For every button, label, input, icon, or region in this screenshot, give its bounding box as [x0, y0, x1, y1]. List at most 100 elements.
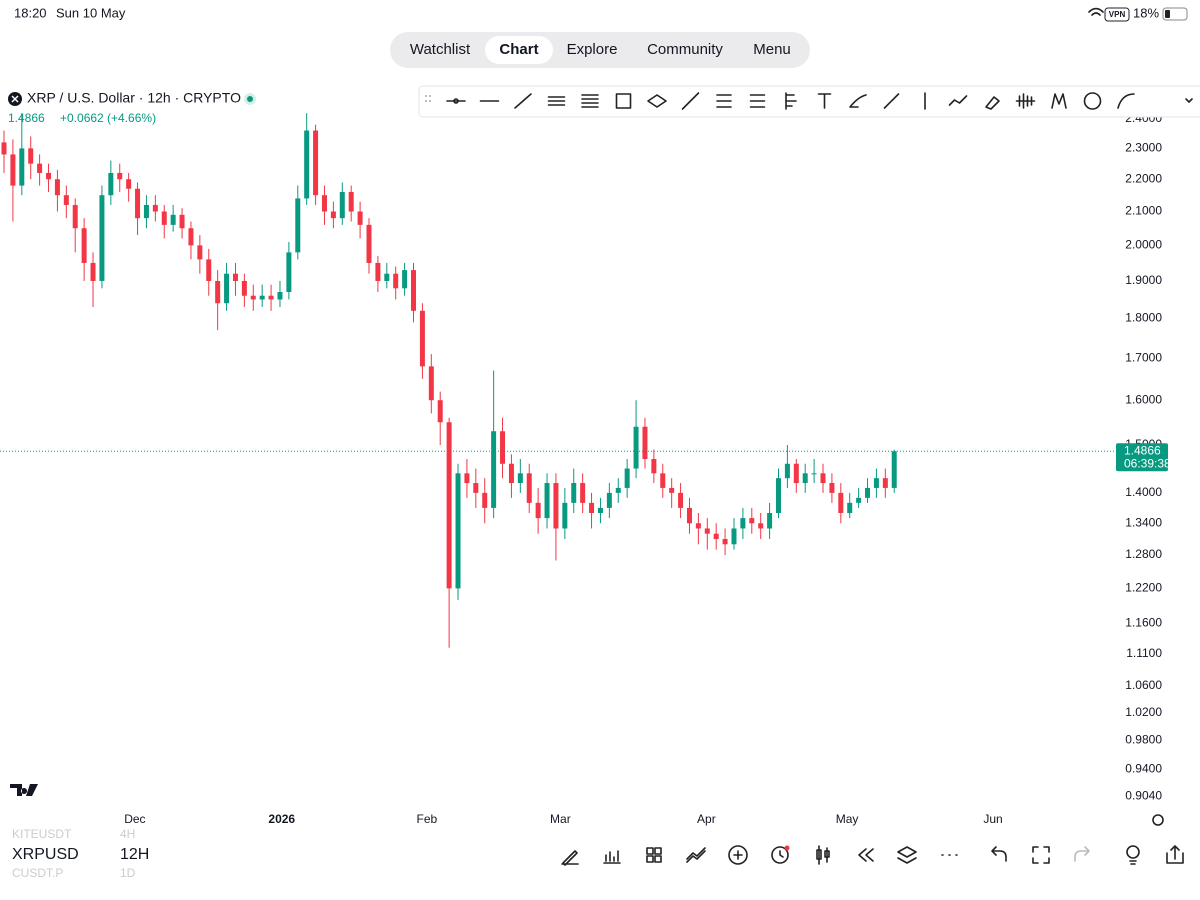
y-tick-label: 0.9400 — [1125, 761, 1162, 775]
countdown-label: 06:39:38 — [1124, 456, 1171, 470]
x-tick-label: Mar — [550, 812, 571, 826]
tool-icon[interactable] — [1051, 93, 1067, 109]
tool-icon[interactable] — [817, 93, 832, 109]
candle-body — [775, 478, 781, 513]
candle-body — [829, 483, 835, 493]
alert-badge — [784, 845, 790, 851]
x-tick-label: Feb — [417, 812, 438, 826]
symbol-icon-mark — [11, 95, 19, 103]
candle-body — [856, 497, 862, 503]
candle-body — [117, 172, 123, 180]
candle-body — [571, 483, 577, 503]
candle-body — [811, 473, 817, 475]
tool-icon[interactable] — [1015, 93, 1036, 109]
tool-icon[interactable] — [883, 93, 900, 109]
candle-body — [686, 507, 692, 524]
candle-body — [615, 487, 621, 493]
toolbar-icon[interactable] — [561, 850, 579, 866]
y-tick-label: 1.4000 — [1125, 485, 1162, 499]
toolbar-icon[interactable] — [991, 846, 1007, 862]
grip-dot — [429, 95, 431, 97]
tool-icon[interactable] — [547, 96, 566, 106]
toolbar-icon[interactable] — [1074, 846, 1090, 862]
candle-body — [678, 492, 684, 508]
candle-body — [402, 270, 408, 289]
tool-icon[interactable] — [681, 92, 700, 110]
candle-body — [882, 478, 888, 488]
nav-tab[interactable]: Menu — [753, 41, 791, 58]
y-tick-label: 0.9040 — [1125, 789, 1162, 803]
tool-icon[interactable] — [948, 95, 968, 106]
grip-dot — [429, 100, 431, 102]
y-tick-label: 1.0200 — [1125, 705, 1162, 719]
y-tick-label: 1.3400 — [1125, 515, 1162, 529]
candle-body — [188, 228, 194, 246]
tool-dropdown[interactable] — [1185, 98, 1193, 103]
tool-icon[interactable] — [581, 94, 599, 108]
toolbar-icon[interactable] — [1126, 845, 1140, 865]
y-tick-label: 2.3000 — [1125, 141, 1162, 155]
y-tick-label: 1.2200 — [1125, 581, 1162, 595]
toolbar-icon[interactable] — [1032, 846, 1050, 864]
settings-icon[interactable] — [1152, 814, 1164, 826]
tool-icon[interactable] — [514, 93, 532, 109]
nav-tab[interactable]: Explore — [567, 41, 618, 58]
y-tick-label: 1.0600 — [1125, 678, 1162, 692]
tool-icon[interactable] — [785, 92, 797, 110]
watchlist-interval[interactable]: 12H — [120, 846, 149, 863]
watchlist-interval[interactable]: 1D — [120, 866, 136, 880]
candle-body — [63, 195, 69, 205]
toolbar-icon[interactable] — [1166, 845, 1184, 864]
tool-icon[interactable] — [615, 93, 632, 109]
tool-icon[interactable] — [1083, 92, 1102, 110]
candle-body — [891, 451, 897, 488]
toolbar-icon[interactable] — [686, 847, 706, 863]
tool-icon[interactable] — [1117, 93, 1135, 109]
watchlist-symbol[interactable]: XRPUSD — [12, 846, 79, 863]
candle-body — [19, 148, 25, 186]
candle-body — [491, 431, 497, 508]
candle-body — [108, 172, 114, 196]
candle-body — [544, 483, 550, 519]
tool-icon[interactable] — [446, 98, 466, 104]
toolbar-icon[interactable] — [646, 847, 662, 863]
toolbar-icon[interactable] — [816, 845, 830, 865]
candle-body — [535, 502, 541, 519]
toolbar-icon[interactable] — [728, 845, 748, 865]
tool-icon[interactable] — [716, 94, 732, 108]
watchlist-interval[interactable]: 4H — [120, 827, 135, 841]
candle-body — [464, 473, 470, 484]
candle-body — [179, 214, 185, 229]
toolbar-icon[interactable] — [858, 848, 874, 862]
nav-tab[interactable]: Watchlist — [410, 41, 471, 58]
toolbar-icon[interactable] — [771, 846, 789, 864]
candle-body — [713, 533, 719, 539]
watchlist-symbol[interactable]: CUSDT.P — [12, 866, 63, 880]
watchlist-symbol[interactable]: KITEUSDT — [12, 827, 72, 841]
toolbar-icon[interactable] — [897, 846, 917, 864]
candle-body — [277, 292, 283, 300]
candle-body — [366, 224, 372, 263]
toolbar-icon[interactable] — [603, 850, 621, 864]
nav-tabs: Watchlist Chart Explore Community Menu — [410, 36, 791, 64]
x-tick-label: Apr — [697, 812, 716, 826]
candle-body — [286, 252, 292, 293]
tool-icon[interactable] — [647, 94, 667, 108]
tool-icon[interactable] — [849, 94, 867, 108]
candle-body — [348, 191, 354, 212]
tool-icon[interactable] — [749, 94, 766, 108]
wifi-icon — [1088, 7, 1104, 16]
candle-body — [820, 473, 826, 484]
candle-body — [152, 204, 158, 212]
battery-fill — [1165, 10, 1170, 18]
x-tick-label: Jun — [983, 812, 1002, 826]
y-tick-label: 1.7000 — [1125, 350, 1162, 364]
nav-tab[interactable]: Community — [647, 41, 723, 58]
nav-tab[interactable]: Chart — [499, 41, 538, 58]
candle-body — [669, 487, 675, 493]
tool-icon[interactable] — [985, 96, 1000, 110]
candle-body — [99, 195, 105, 281]
drawing-toolbar — [418, 85, 1200, 118]
